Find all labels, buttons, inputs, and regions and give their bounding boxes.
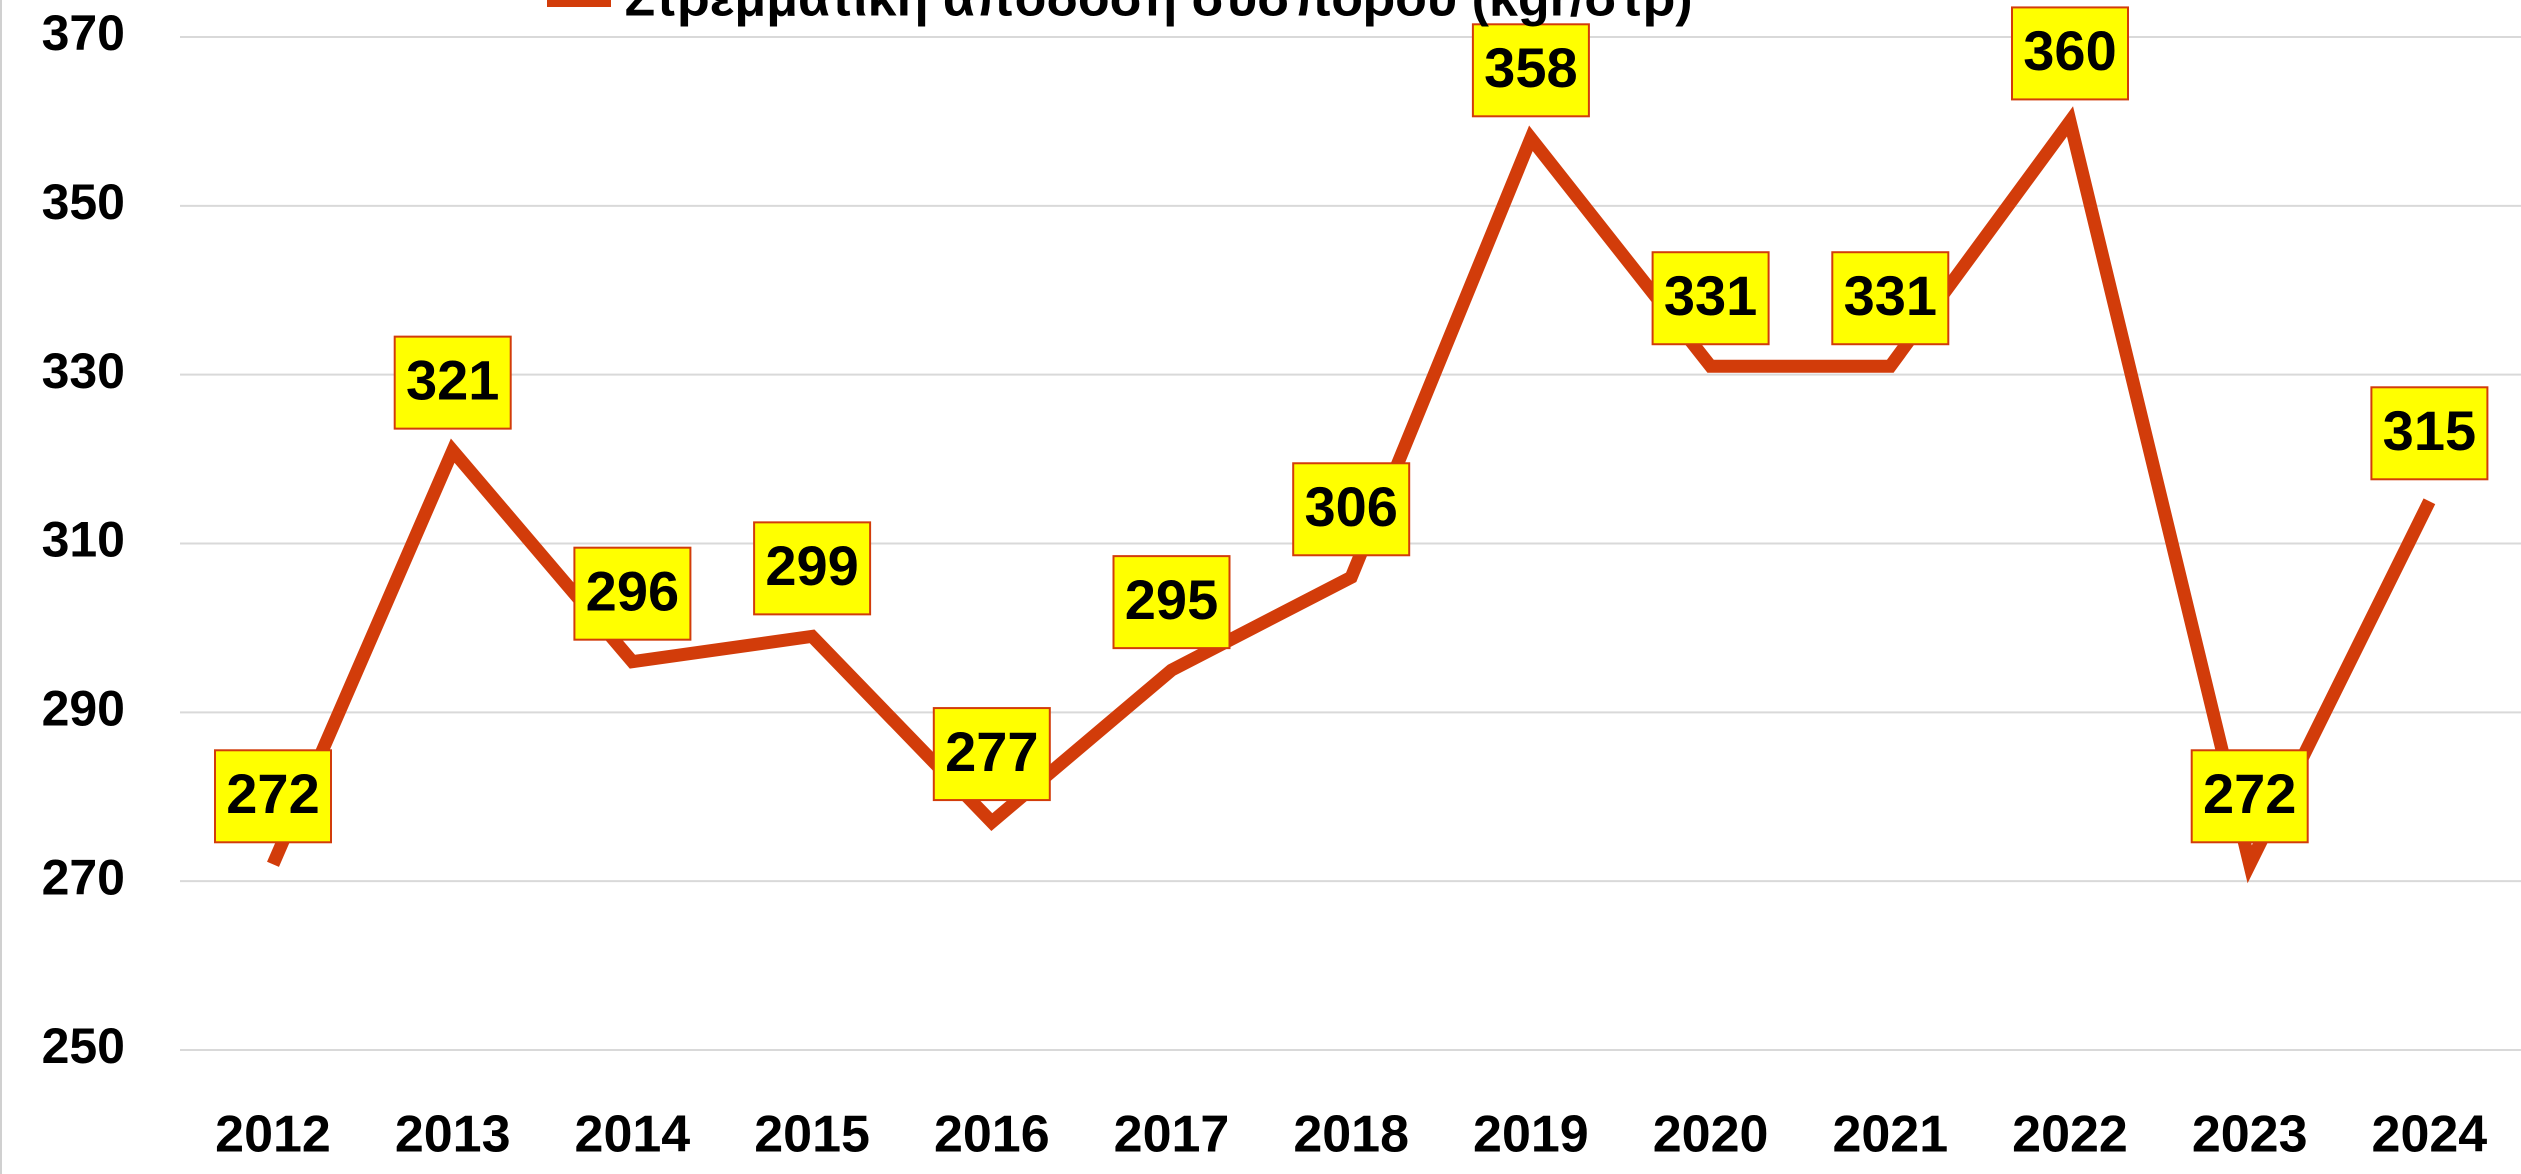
data-line [267, 106, 2436, 884]
data-label-box [393, 335, 512, 430]
data-label: 295 [1125, 568, 1218, 631]
data-label: 331 [1844, 264, 1937, 327]
data-label: 277 [945, 720, 1038, 783]
x-tick-label: 2023 [2192, 1106, 2308, 1164]
y-tick-label: 310 [42, 512, 125, 568]
data-label-box [1831, 251, 1950, 346]
data-label: 272 [226, 762, 319, 825]
x-tick-label: 2015 [754, 1106, 870, 1164]
x-tick-label: 2018 [1293, 1106, 1409, 1164]
data-label-box [2190, 749, 2309, 844]
data-label-box [753, 521, 872, 616]
y-tick-label: 290 [42, 681, 125, 737]
x-tick-label: 2016 [934, 1106, 1050, 1164]
x-tick-label: 2013 [395, 1106, 511, 1164]
data-label: 315 [2383, 399, 2476, 462]
y-tick-label: 270 [42, 849, 125, 905]
data-label-box [1471, 23, 1590, 118]
y-tick-label: 330 [42, 343, 125, 399]
x-tick-label: 2021 [1832, 1106, 1948, 1164]
data-label: 321 [406, 348, 499, 411]
data-label-box [2370, 386, 2489, 481]
y-tick-label: 250 [42, 1018, 125, 1074]
data-label: 331 [1664, 264, 1757, 327]
x-tick-label: 2017 [1114, 1106, 1230, 1164]
data-label-box [1292, 462, 1411, 557]
x-tick-label: 2019 [1473, 1106, 1589, 1164]
data-label-box [932, 707, 1051, 802]
data-label-box [1112, 555, 1231, 650]
data-label: 272 [2203, 762, 2296, 825]
data-label-box [2011, 6, 2129, 101]
data-label: 358 [1484, 36, 1577, 99]
legend-label: Στρεμματική απόδοση σύσπορου (kgr/στρ) [624, 0, 1693, 28]
y-tick-label: 370 [42, 5, 125, 61]
x-tick-label: 2020 [1653, 1106, 1769, 1164]
y-tick-label: 350 [42, 174, 125, 230]
x-tick-label: 2014 [575, 1106, 691, 1164]
data-label-box [573, 546, 692, 641]
data-label-box [214, 749, 332, 844]
data-label: 299 [765, 534, 858, 597]
data-label: 360 [2023, 19, 2116, 82]
x-tick-label: 2024 [2372, 1106, 2488, 1164]
data-label: 296 [586, 559, 679, 622]
x-tick-label: 2012 [215, 1106, 331, 1164]
data-label: 306 [1304, 475, 1397, 538]
x-tick-label: 2022 [2012, 1106, 2128, 1164]
data-label-box [1651, 251, 1770, 346]
